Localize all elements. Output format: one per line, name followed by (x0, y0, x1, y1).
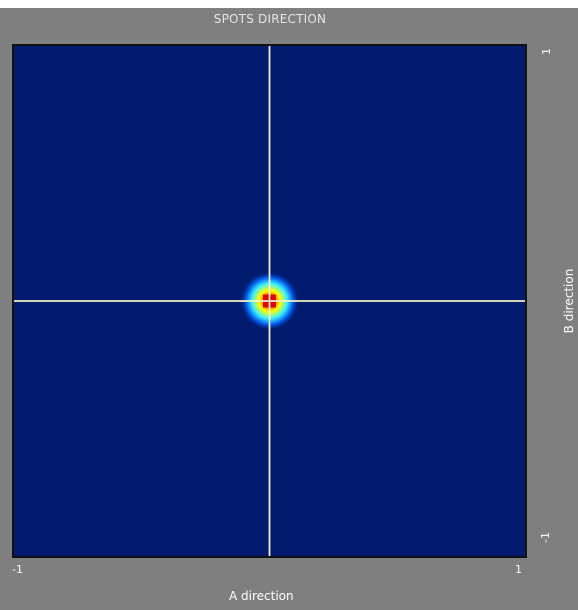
y-axis-label-wrap: B direction (556, 250, 578, 360)
heatmap-frame (12, 44, 527, 558)
heatmap-svg (14, 46, 525, 556)
y-tick-bottom-label: -1 (538, 532, 552, 543)
x-tick-right: 1 (515, 563, 522, 576)
chart-title: SPOTS DIRECTION (213, 12, 327, 26)
x-tick-left: -1 (12, 563, 23, 576)
y-tick-top: 1 (540, 46, 557, 62)
y-tick-top-label: 1 (540, 48, 553, 55)
y-axis-label: B direction (562, 268, 576, 334)
y-tick-bottom: -1 (538, 532, 556, 550)
x-axis-label: A direction (229, 589, 294, 603)
